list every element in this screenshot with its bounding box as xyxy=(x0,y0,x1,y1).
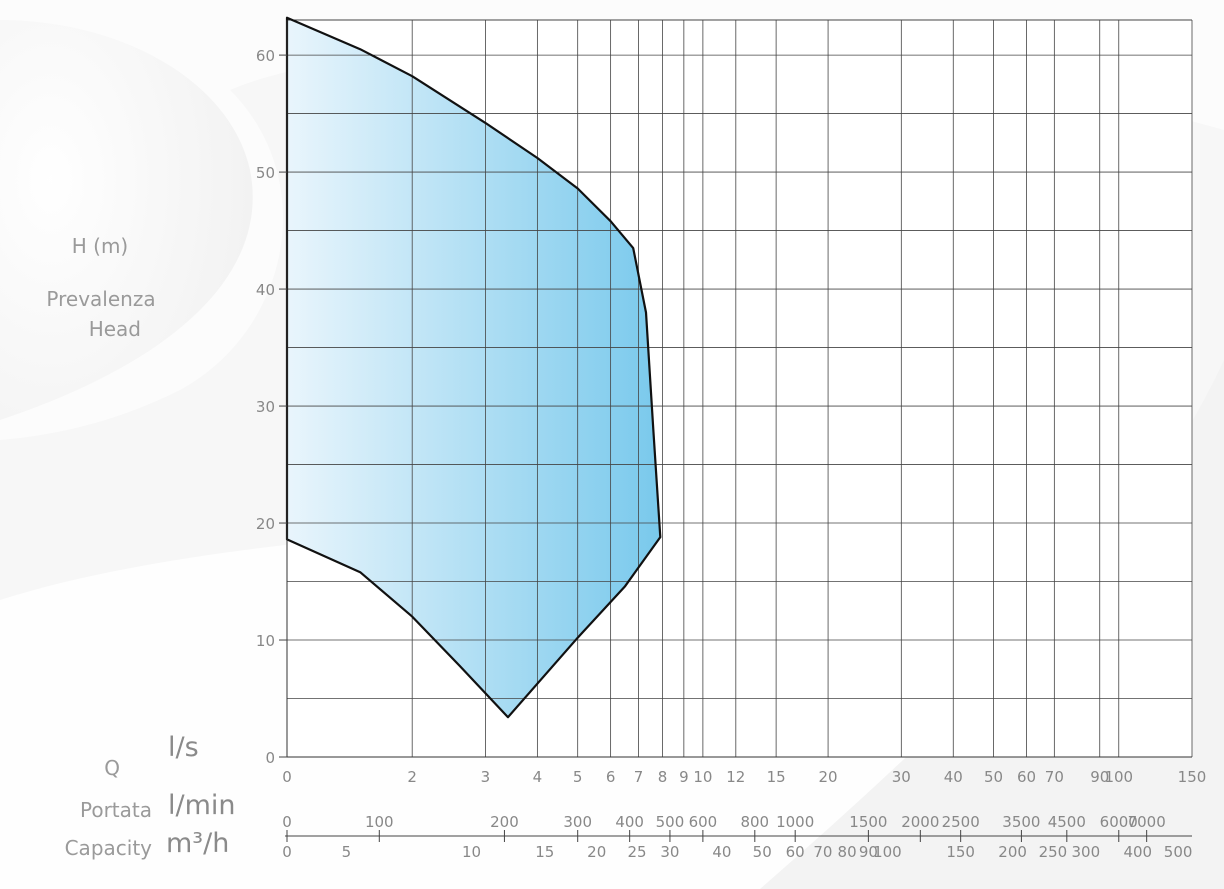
x-ticks-lmin: 0 100 200 300 400 500 600 800 1000 1500 2000 2500 35… xyxy=(282,813,1192,842)
ls-tick-label: 3 xyxy=(481,768,491,786)
ls-tick-label: 8 xyxy=(658,768,668,786)
ls-tick-label: 70 xyxy=(1045,768,1064,786)
ls-tick-label: 0 xyxy=(282,768,292,786)
ls-tick-label: 20 xyxy=(819,768,838,786)
m3h-tick-label: 0 xyxy=(282,843,292,861)
y-tick-label: 30 xyxy=(256,398,275,416)
m3h-tick-label: 50 xyxy=(753,843,772,861)
ls-tick-label: 30 xyxy=(892,768,911,786)
lmin-tick-label: 500 xyxy=(656,813,685,831)
lmin-tick-label: 2500 xyxy=(942,813,980,831)
m3h-tick-label: 15 xyxy=(535,843,554,861)
lmin-tick-label: 600 xyxy=(689,813,718,831)
ls-tick-label: 2 xyxy=(407,768,417,786)
lmin-tick-label: 300 xyxy=(563,813,592,831)
m3h-tick-label: 40 xyxy=(712,843,731,861)
ls-tick-label: 100 xyxy=(1104,768,1133,786)
ls-tick-label: 4 xyxy=(533,768,543,786)
ls-tick-label: 5 xyxy=(573,768,583,786)
y-ticks: 0 10 20 30 40 50 60 xyxy=(256,47,287,767)
m3h-tick-label: 500 xyxy=(1164,843,1193,861)
lmin-tick-label: 1500 xyxy=(849,813,887,831)
ls-tick-label: 9 xyxy=(679,768,689,786)
lmin-tick-label: 7000 xyxy=(1128,813,1166,831)
m3h-tick-label: 200 xyxy=(998,843,1027,861)
y-tick-label: 40 xyxy=(256,281,275,299)
ls-tick-label: 50 xyxy=(984,768,1003,786)
lmin-tick-label: 400 xyxy=(615,813,644,831)
m3h-tick-label: 400 xyxy=(1123,843,1152,861)
ls-tick-label: 7 xyxy=(634,768,644,786)
y-tick-label: 20 xyxy=(256,515,275,533)
ls-tick-label: 15 xyxy=(767,768,786,786)
ls-tick-label: 60 xyxy=(1017,768,1036,786)
lmin-tick-label: 800 xyxy=(740,813,769,831)
m3h-tick-label: 25 xyxy=(627,843,646,861)
m3h-tick-label: 250 xyxy=(1039,843,1068,861)
y-tick-label: 10 xyxy=(256,632,275,650)
lmin-tick-label: 200 xyxy=(490,813,519,831)
lmin-tick-label: 2000 xyxy=(901,813,939,831)
m3h-tick-label: 150 xyxy=(946,843,975,861)
lmin-tick-label: 0 xyxy=(282,813,292,831)
y-tick-label: 50 xyxy=(256,164,275,182)
m3h-tick-label: 30 xyxy=(660,843,679,861)
ls-tick-label: 12 xyxy=(726,768,745,786)
m3h-tick-label: 80 xyxy=(838,843,857,861)
ls-tick-label: 10 xyxy=(693,768,712,786)
lmin-tick-label: 4500 xyxy=(1048,813,1086,831)
ls-tick-label: 6 xyxy=(606,768,616,786)
m3h-tick-label: 70 xyxy=(813,843,832,861)
m3h-tick-label: 60 xyxy=(786,843,805,861)
y-tick-label: 60 xyxy=(256,47,275,65)
y-tick-label: 0 xyxy=(265,749,275,767)
m3h-tick-label: 10 xyxy=(462,843,481,861)
ls-tick-label: 150 xyxy=(1178,768,1207,786)
m3h-tick-label: 100 xyxy=(873,843,902,861)
lmin-tick-label: 100 xyxy=(365,813,394,831)
lmin-tick-label: 1000 xyxy=(776,813,814,831)
m3h-tick-label: 20 xyxy=(587,843,606,861)
m3h-tick-label: 5 xyxy=(342,843,352,861)
m3h-tick-label: 300 xyxy=(1072,843,1101,861)
lmin-tick-label: 3500 xyxy=(1002,813,1040,831)
ls-tick-label: 40 xyxy=(944,768,963,786)
